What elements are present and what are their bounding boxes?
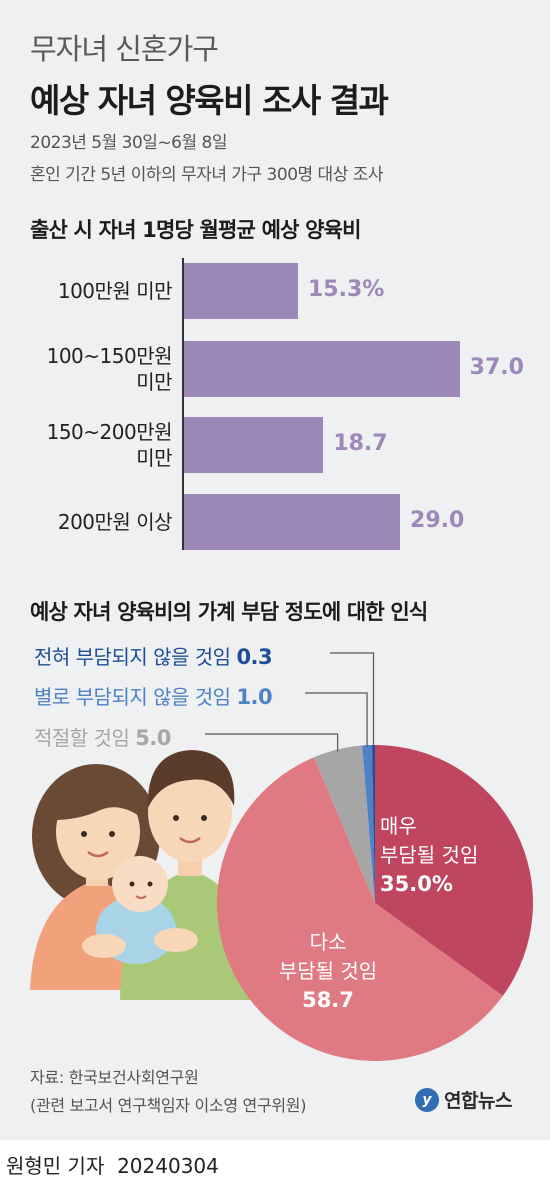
bar <box>184 417 324 473</box>
label-rarely-burden: 별로 부담되지 않을 것임 1.0 <box>34 685 273 709</box>
page-title: 예상 자녀 양육비 조사 결과 <box>30 81 389 120</box>
family-illustration <box>30 750 262 1000</box>
infographic-card: 무자녀 신혼가구 예상 자녀 양육비 조사 결과 2023년 5월 30일~6월… <box>0 0 550 1140</box>
source-line-1: 자료: 한국보건사회연구원 <box>30 1068 199 1087</box>
survey-target: 혼인 기간 5년 이하의 무자녀 가구 300명 대상 조사 <box>30 165 384 185</box>
bar-category-line: 미만 <box>136 370 172 394</box>
bar-category-label: 100만원 미만 <box>20 278 173 304</box>
bar <box>184 263 298 319</box>
bar <box>184 341 460 397</box>
label-appropriate: 적절할 것임 5.0 <box>34 726 171 750</box>
yonhap-logo-icon: y <box>415 1087 439 1112</box>
bar-value-label: 15.3% <box>307 277 385 302</box>
pie-leader-line <box>330 652 375 748</box>
byline: 원형민 기자 20240304 <box>6 1154 219 1178</box>
pie-slice <box>217 757 503 1061</box>
bar-category-line: 100만원 미만 <box>57 279 173 303</box>
pie-chart-title: 예상 자녀 양육비의 가계 부담 정도에 대한 인식 <box>30 600 428 624</box>
bar-chart-title: 출산 시 자녀 1명당 월평균 예상 양육비 <box>30 218 361 242</box>
pie-slice <box>314 745 375 903</box>
label-very-burden: 매우 부담될 것임 35.0% <box>380 814 479 896</box>
bar-category-line: 100~150만원 <box>46 344 173 368</box>
page-subtitle: 무자녀 신혼가구 <box>30 32 219 66</box>
pie-leader-line <box>205 733 339 752</box>
bar-category-label: 200만원 이상 <box>20 509 173 535</box>
pie-leader-line <box>305 692 368 748</box>
bar <box>184 494 401 550</box>
pie-slice <box>375 745 533 996</box>
bar-category-line: 200만원 이상 <box>57 510 173 534</box>
pie-slice <box>372 745 375 903</box>
label-somewhat-burden: 다소 부담될 것임 58.7 <box>278 930 378 1012</box>
yonhap-logo-text: 연합뉴스 <box>444 1090 512 1112</box>
bar-category-label: 150~200만원 미만 <box>20 419 173 471</box>
bar-value-label: 29.0 <box>410 508 465 533</box>
bar-value-label: 18.7 <box>333 431 388 456</box>
survey-period: 2023년 5월 30일~6월 8일 <box>30 133 228 153</box>
pie-slice <box>362 745 375 903</box>
bar-axis-line <box>182 258 184 550</box>
bar-category-line: 미만 <box>136 446 172 470</box>
bar-category-label: 100~150만원 미만 <box>20 343 173 395</box>
pie-chart <box>30 652 533 1061</box>
label-never-burden: 전혀 부담되지 않을 것임 0.3 <box>34 645 273 669</box>
source-line-2: (관련 보고서 연구책임자 이소영 연구위원) <box>30 1096 307 1115</box>
bar-value-label: 37.0 <box>469 355 524 380</box>
bar-category-line: 150~200만원 <box>46 420 173 444</box>
yonhap-logo: y 연합뉴스 <box>415 1086 512 1113</box>
